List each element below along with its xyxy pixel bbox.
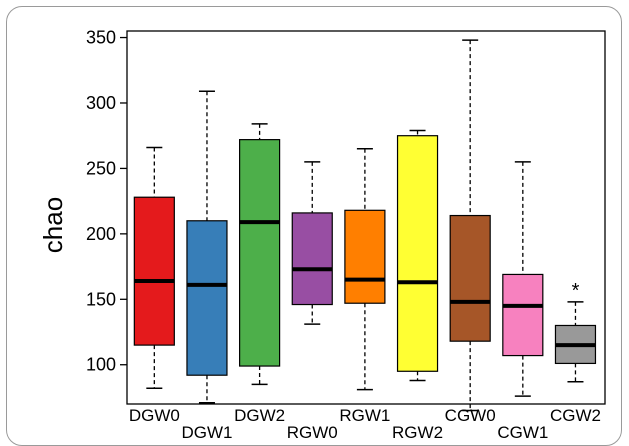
significance-marker: * (572, 280, 580, 302)
iqr-box (133, 196, 175, 346)
boxes: * (133, 39, 597, 412)
box-dgw2 (239, 123, 281, 386)
x-tick-label: DGW0 (129, 406, 180, 425)
x-tick-label: DGW1 (181, 423, 232, 438)
plot-border (126, 30, 606, 405)
y-tick-label: 200 (86, 224, 116, 244)
box-rgw2 (396, 129, 439, 382)
iqr-box (344, 209, 386, 304)
iqr-box (396, 135, 439, 372)
iqr-box (502, 273, 544, 357)
y-axis-label: chao (38, 197, 68, 253)
x-tick-label: RGW2 (392, 423, 443, 438)
iqr-box (291, 212, 333, 306)
y-tick-label: 250 (86, 158, 116, 178)
y-tick-label: 300 (86, 93, 116, 113)
box-cgw0 (449, 39, 491, 412)
x-tick-label: RGW1 (339, 406, 390, 425)
box-dgw1 (186, 90, 228, 404)
y-tick-label: 350 (86, 28, 116, 48)
box-dgw0 (133, 146, 175, 390)
y-tick-label: 100 (86, 355, 116, 375)
iqr-box (186, 220, 228, 376)
box-cgw2 (554, 301, 597, 383)
x-tick-label: CGW2 (550, 406, 601, 425)
box-rgw1 (344, 148, 386, 391)
y-tick-label: 150 (86, 289, 116, 309)
iqr-box (449, 214, 491, 342)
x-tick-label: CGW0 (445, 406, 496, 425)
axes: 100 150 200 250 300 350 (86, 28, 606, 405)
box-rgw0 (291, 161, 333, 325)
x-tick-label: RGW0 (287, 423, 338, 438)
x-tick-label: CGW1 (497, 423, 548, 438)
box-cgw1 (502, 161, 544, 397)
iqr-box (239, 139, 281, 367)
x-tick-label: DGW2 (234, 406, 285, 425)
